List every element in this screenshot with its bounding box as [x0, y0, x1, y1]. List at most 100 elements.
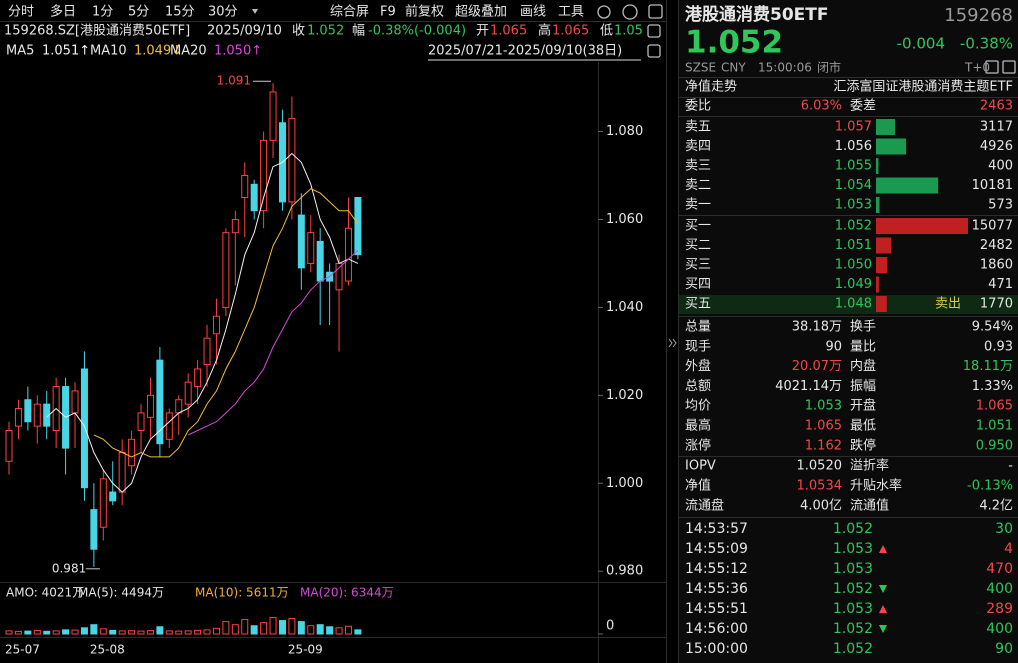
stat-label: 换手	[850, 320, 876, 335]
sell-price: 1.053	[835, 198, 872, 213]
volume-bar	[52, 630, 60, 635]
period-tab[interactable]: 15分	[165, 5, 195, 20]
candle-body	[354, 197, 362, 256]
trade-time: 14:55:12	[685, 561, 748, 577]
trade-time: 14:56:00	[685, 621, 748, 637]
trade-time: 14:55:51	[685, 601, 748, 617]
candle-body	[71, 390, 79, 414]
sell-label: 卖二	[685, 178, 711, 193]
nav-label[interactable]: 净值走势	[685, 79, 737, 95]
candle-body	[14, 408, 22, 427]
candle-body	[33, 403, 41, 427]
tool-button[interactable]: F9	[380, 5, 396, 20]
period-tab[interactable]: 30分	[208, 5, 238, 20]
volume-legend: MA(20): 6344万	[300, 586, 394, 600]
y-tick-label: 0	[606, 619, 614, 634]
stat-value: -0.13%	[967, 479, 1013, 494]
tick-up-arrow	[879, 605, 887, 613]
sell-volume: 3117	[980, 120, 1013, 135]
volume-bar	[241, 619, 249, 635]
info-close-label: 收	[292, 24, 305, 39]
buy-price: 1.052	[835, 219, 872, 234]
buy-label: 买一	[685, 219, 711, 234]
stat-label: 最低	[850, 419, 876, 434]
trade-price: 1.053	[833, 541, 873, 557]
trade-time: 14:53:57	[685, 521, 748, 537]
stat-value: 1.162	[805, 438, 842, 453]
depth-bar	[876, 197, 880, 213]
volume-bar	[109, 629, 117, 635]
volume-bar	[62, 629, 70, 635]
stat-value: 4.00亿	[800, 499, 842, 514]
sell-volume: 573	[988, 198, 1013, 213]
window-icon[interactable]	[648, 4, 663, 19]
sell-volume: 10181	[972, 178, 1013, 193]
buy-price: 1.050	[835, 258, 872, 273]
candle-body	[203, 337, 211, 366]
sell-label: 卖四	[685, 139, 711, 154]
candle-body	[99, 478, 107, 528]
y-tick-label: 1.020	[606, 388, 643, 403]
stat-value: 1.053	[805, 399, 842, 414]
candle-body	[212, 315, 220, 335]
pct-change: -0.38%	[960, 35, 1013, 53]
candle-body	[250, 183, 258, 212]
trade-price: 1.053	[833, 601, 873, 617]
volume-bar	[250, 625, 258, 635]
period-tab[interactable]: 1分	[92, 5, 113, 20]
dropdown-icon[interactable]	[252, 9, 258, 14]
stat-label: 净值	[685, 478, 711, 494]
volume-bar	[175, 630, 183, 635]
quote-exchange: SZSE	[685, 61, 716, 75]
quote-status: 闭市	[817, 60, 841, 75]
trade-volume: 90	[995, 641, 1013, 657]
tool-button[interactable]: 工具	[558, 5, 584, 20]
candle-body	[90, 509, 98, 550]
wp-icon[interactable]	[647, 24, 661, 38]
candle-body	[260, 139, 268, 212]
trade-volume: 289	[986, 601, 1013, 617]
depth-bar	[876, 218, 968, 234]
period-tab[interactable]: 多日	[50, 4, 76, 20]
x-tick-label: 25-08	[90, 643, 125, 657]
date-range[interactable]: 2025/07/21-2025/09/10(38日)	[428, 44, 622, 59]
candle-body	[231, 218, 239, 234]
trade-time: 14:55:09	[685, 541, 748, 557]
trade-volume: 4	[1004, 541, 1013, 557]
panel-icon[interactable]	[1002, 60, 1016, 74]
volume-bar	[165, 630, 173, 635]
tool-button[interactable]: 超级叠加	[455, 5, 507, 20]
sell-price: 1.055	[835, 159, 872, 174]
stat-value: 1.065	[805, 419, 842, 434]
trade-time: 15:00:00	[685, 641, 748, 657]
stat-value: 4021.14万	[775, 379, 842, 394]
volume-bar	[5, 630, 13, 635]
volume-bar	[297, 621, 305, 635]
tool-button[interactable]: 前复权	[405, 4, 444, 20]
period-tab[interactable]: 5分	[128, 5, 149, 20]
panel-icon[interactable]	[985, 60, 999, 74]
quote-currency: CNY	[721, 61, 746, 75]
collapse-icon[interactable]	[672, 338, 677, 348]
help-icon[interactable]	[622, 4, 638, 20]
period-tab[interactable]: 分时	[8, 5, 34, 20]
lock-icon[interactable]	[647, 44, 661, 58]
stat-label: 跌停	[850, 437, 876, 453]
legend-name: MA20	[170, 44, 207, 59]
volume-bar	[269, 616, 277, 635]
quote-time: 15:00:06	[758, 61, 812, 75]
tool-button[interactable]: 综合屏	[330, 5, 369, 20]
y-tick-label: 1.000	[606, 476, 643, 491]
sell-button[interactable]: 卖出	[935, 297, 961, 312]
buy-price: 1.051	[835, 238, 872, 253]
sell-label: 卖一	[685, 198, 711, 213]
stat-value: 1.065	[976, 399, 1013, 414]
y-tick-label: 1.060	[606, 212, 643, 227]
settings-icon[interactable]	[597, 5, 611, 19]
tool-button[interactable]: 画线	[520, 5, 546, 20]
collapse-icon[interactable]	[668, 338, 673, 348]
trade-price: 1.052	[833, 621, 873, 637]
volume-bar	[80, 627, 88, 635]
info-low: 1.05	[614, 24, 643, 39]
depth-bar	[876, 138, 907, 155]
